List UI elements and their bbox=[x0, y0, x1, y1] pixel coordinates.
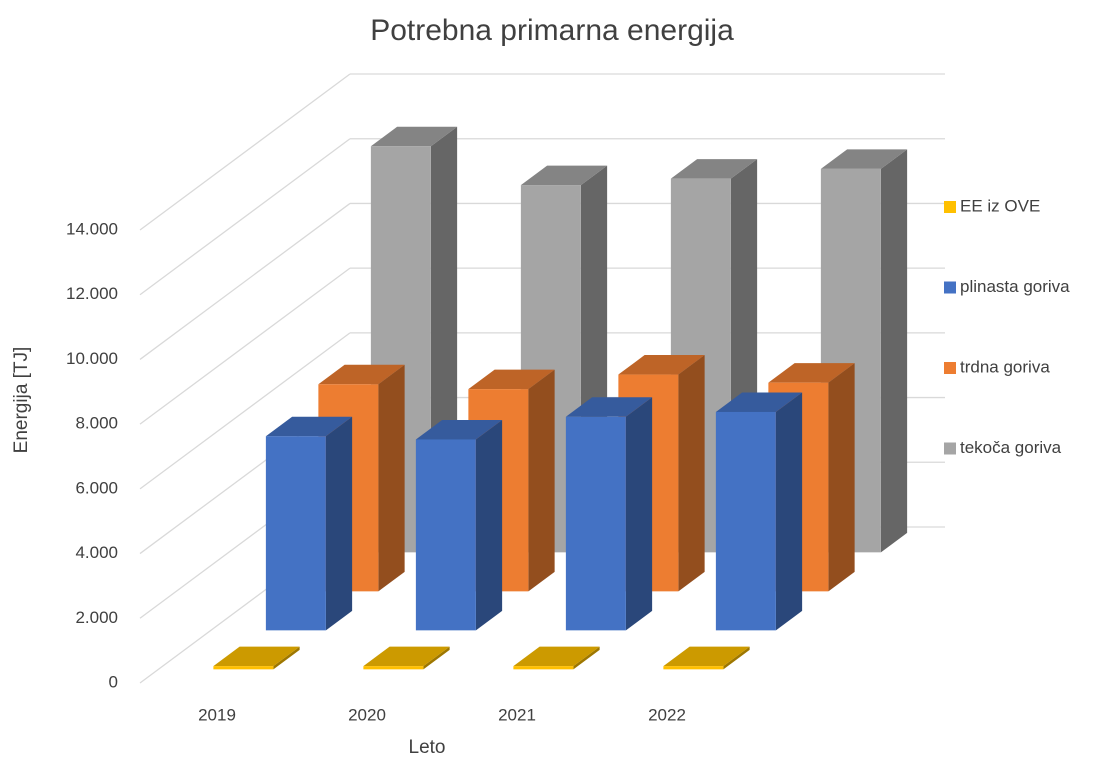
bar bbox=[715, 411, 776, 631]
bar bbox=[213, 666, 274, 670]
bar-side bbox=[880, 149, 908, 553]
bar-side bbox=[273, 646, 300, 670]
y-tick-label: 2.000 bbox=[75, 608, 118, 627]
bar-top bbox=[265, 416, 353, 437]
bar bbox=[265, 436, 326, 631]
y-tick-label: 0 bbox=[109, 672, 118, 691]
bar-side bbox=[678, 355, 705, 592]
bar-top bbox=[468, 369, 555, 390]
bar-side bbox=[828, 363, 855, 592]
bar-top bbox=[618, 355, 705, 375]
x-axis-label: Leto bbox=[409, 737, 446, 758]
legend-label: trdna goriva bbox=[960, 357, 1050, 376]
y-tick-label: 12.000 bbox=[66, 284, 118, 303]
bar bbox=[415, 439, 476, 631]
x-tick-label: 2020 bbox=[348, 705, 386, 724]
bar-top bbox=[520, 165, 608, 186]
bar-top bbox=[513, 646, 600, 667]
grid-line bbox=[139, 73, 351, 231]
grid-line bbox=[139, 332, 351, 490]
legend-swatch bbox=[944, 281, 956, 294]
bar-top bbox=[415, 419, 503, 440]
bar bbox=[565, 416, 626, 631]
bar-top bbox=[768, 363, 855, 383]
bar-top bbox=[213, 646, 300, 667]
legend-swatch bbox=[944, 362, 956, 374]
x-tick-label: 2021 bbox=[498, 705, 536, 724]
grid-line bbox=[139, 138, 351, 296]
legend-swatch bbox=[944, 442, 956, 455]
grid-line bbox=[139, 267, 351, 425]
bar-side bbox=[475, 419, 503, 631]
y-tick-label: 4.000 bbox=[75, 543, 118, 562]
y-tick-label: 14.000 bbox=[66, 219, 118, 238]
legend-label: tekoča goriva bbox=[960, 438, 1062, 457]
x-tick-label: 2019 bbox=[198, 705, 236, 724]
bar-side bbox=[723, 646, 750, 670]
legend-swatch bbox=[944, 201, 956, 213]
bar bbox=[663, 666, 724, 670]
bar-side bbox=[325, 416, 353, 631]
x-tick-label: 2022 bbox=[648, 705, 686, 724]
bar-side bbox=[775, 392, 803, 631]
bar bbox=[513, 666, 574, 670]
y-axis-label: Energija [TJ] bbox=[11, 347, 32, 454]
grid-line bbox=[139, 202, 351, 360]
y-tick-label: 10.000 bbox=[66, 349, 118, 368]
bar-side bbox=[423, 646, 450, 670]
y-tick-label: 6.000 bbox=[75, 478, 118, 497]
bar-top bbox=[670, 159, 758, 179]
bar bbox=[363, 666, 424, 670]
chart-title: Potrebna primarna energija bbox=[370, 14, 734, 47]
bar-top bbox=[820, 149, 908, 169]
bar-side bbox=[625, 397, 653, 631]
bar-top bbox=[715, 392, 803, 412]
bar-top bbox=[565, 397, 653, 417]
bar-top bbox=[370, 126, 458, 147]
bar-top bbox=[363, 646, 450, 667]
legend-label: plinasta goriva bbox=[960, 277, 1070, 296]
bar-side bbox=[528, 369, 555, 592]
bar-top bbox=[318, 364, 405, 385]
y-tick-label: 8.000 bbox=[75, 414, 118, 433]
bar-side bbox=[378, 364, 405, 592]
bar-side bbox=[573, 646, 600, 670]
legend-label: EE iz OVE bbox=[960, 196, 1040, 215]
bar-top bbox=[663, 646, 750, 667]
